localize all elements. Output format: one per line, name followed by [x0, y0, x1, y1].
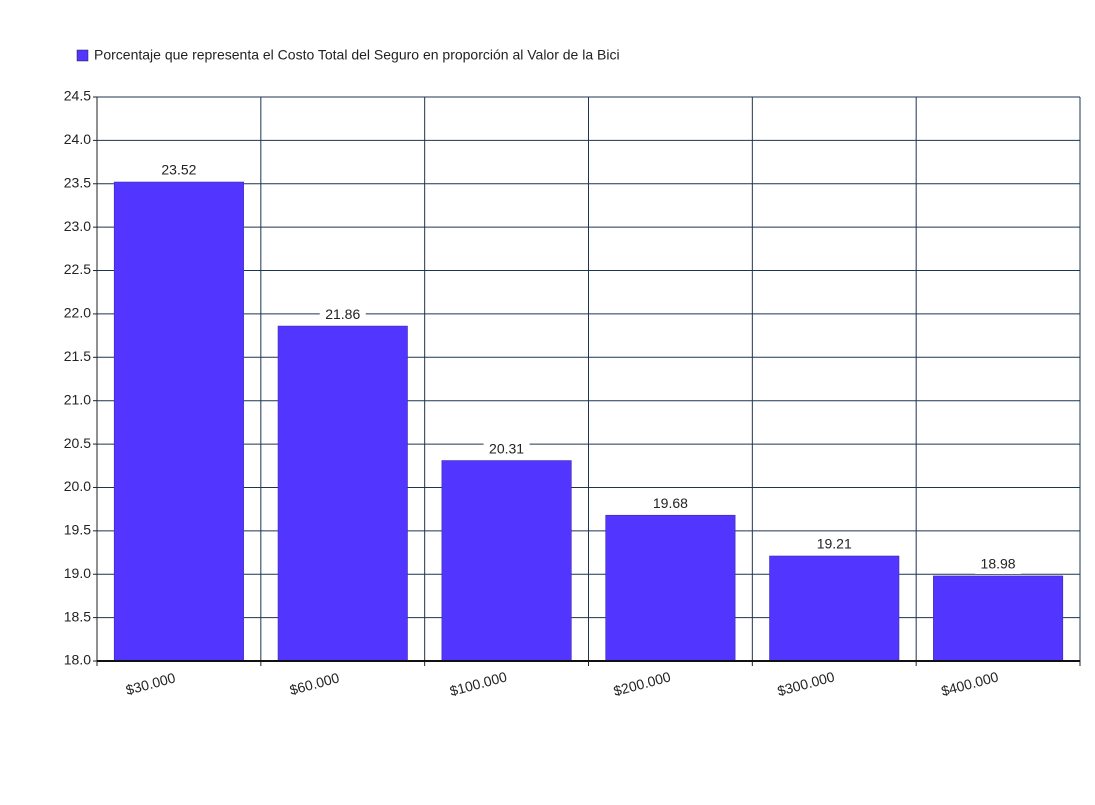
value-label: 19.21: [817, 536, 852, 552]
y-tick-label: 23.0: [64, 218, 91, 234]
value-label-bg: [155, 163, 202, 181]
value-label: 19.68: [653, 495, 688, 511]
y-tick-label: 19.5: [64, 522, 91, 538]
value-label-bg: [319, 307, 366, 325]
x-tick-label: $60.000: [288, 669, 341, 698]
legend-swatch: [76, 49, 89, 62]
y-tick-label: 23.5: [64, 174, 91, 190]
bar: [441, 460, 572, 662]
y-tick-label: 21.5: [64, 348, 91, 364]
value-label-bg: [483, 441, 530, 459]
x-tick-label: $30.000: [124, 669, 177, 698]
value-label: 21.86: [325, 306, 360, 322]
x-tick-label: $100.000: [448, 668, 509, 699]
bar: [933, 575, 1064, 662]
value-label-bg: [975, 556, 1022, 574]
y-tick-label: 22.5: [64, 261, 91, 277]
value-label-bg: [811, 537, 858, 555]
x-tick-label: $300.000: [776, 668, 837, 699]
value-label: 20.31: [489, 440, 524, 456]
y-tick-label: 19.0: [64, 565, 91, 581]
value-label-bg: [647, 496, 694, 514]
bar: [605, 514, 736, 662]
bar: [277, 325, 408, 662]
y-tick-label: 20.0: [64, 478, 91, 494]
x-tick-label: $200.000: [612, 668, 673, 699]
legend-label: Porcentaje que representa el Costo Total…: [94, 47, 620, 63]
y-tick-label: 18.5: [64, 608, 91, 624]
bar: [769, 555, 900, 662]
y-tick-label: 20.5: [64, 435, 91, 451]
y-tick-label: 22.0: [64, 305, 91, 321]
y-tick-label: 21.0: [64, 391, 91, 407]
value-label: 18.98: [981, 556, 1016, 572]
y-tick-label: 18.0: [64, 652, 91, 668]
x-tick-label: $400.000: [939, 668, 1000, 699]
value-label: 23.52: [161, 162, 196, 178]
y-tick-label: 24.5: [64, 88, 91, 104]
bar: [113, 181, 244, 662]
y-tick-label: 24.0: [64, 131, 91, 147]
